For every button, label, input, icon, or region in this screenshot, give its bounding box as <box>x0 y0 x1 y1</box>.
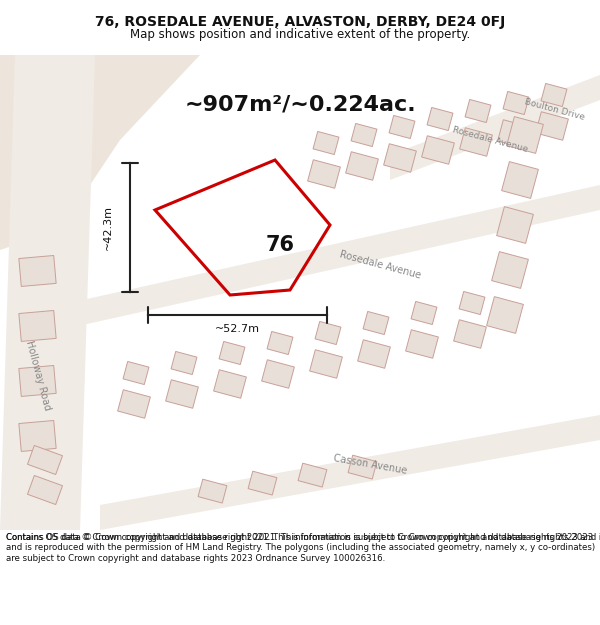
Polygon shape <box>19 311 56 341</box>
Polygon shape <box>171 351 197 374</box>
Text: ~52.7m: ~52.7m <box>215 324 260 334</box>
Polygon shape <box>308 160 340 188</box>
Polygon shape <box>389 116 415 139</box>
Polygon shape <box>506 117 544 153</box>
Polygon shape <box>497 207 533 243</box>
Polygon shape <box>0 55 95 530</box>
Polygon shape <box>310 350 343 378</box>
Polygon shape <box>313 131 339 154</box>
Polygon shape <box>411 301 437 324</box>
Polygon shape <box>536 112 568 140</box>
Polygon shape <box>19 421 56 451</box>
Polygon shape <box>100 415 600 530</box>
Polygon shape <box>262 360 295 388</box>
Polygon shape <box>406 330 439 358</box>
Text: Holloway Road: Holloway Road <box>24 339 52 411</box>
Text: Boulton Drive: Boulton Drive <box>524 98 586 122</box>
Polygon shape <box>497 120 530 148</box>
Polygon shape <box>454 320 487 348</box>
Text: Contains OS data © Crown copyright and database right 2021. This information is : Contains OS data © Crown copyright and d… <box>6 533 595 562</box>
Polygon shape <box>383 144 416 172</box>
Polygon shape <box>219 341 245 364</box>
Text: 76, ROSEDALE AVENUE, ALVASTON, DERBY, DE24 0FJ: 76, ROSEDALE AVENUE, ALVASTON, DERBY, DE… <box>95 16 505 29</box>
Polygon shape <box>363 311 389 334</box>
Polygon shape <box>422 136 454 164</box>
Polygon shape <box>358 340 391 368</box>
Polygon shape <box>28 476 62 504</box>
Polygon shape <box>214 370 247 398</box>
Polygon shape <box>267 331 293 354</box>
Text: Rosedale Avenue: Rosedale Avenue <box>451 126 529 154</box>
Polygon shape <box>460 127 493 156</box>
Polygon shape <box>541 84 567 106</box>
Polygon shape <box>503 91 529 114</box>
Polygon shape <box>465 99 491 122</box>
Polygon shape <box>123 361 149 384</box>
Polygon shape <box>60 185 600 330</box>
Polygon shape <box>198 479 227 503</box>
Polygon shape <box>390 75 600 180</box>
Polygon shape <box>19 366 56 396</box>
Text: ~42.3m: ~42.3m <box>103 205 113 250</box>
Polygon shape <box>298 463 327 487</box>
Polygon shape <box>487 297 523 333</box>
Polygon shape <box>166 380 199 408</box>
Polygon shape <box>0 55 200 250</box>
Polygon shape <box>19 256 56 286</box>
Polygon shape <box>427 107 453 131</box>
Polygon shape <box>502 162 538 198</box>
Polygon shape <box>348 455 377 479</box>
Polygon shape <box>118 390 151 418</box>
Polygon shape <box>28 446 62 474</box>
Text: 76: 76 <box>265 235 295 255</box>
Text: Map shows position and indicative extent of the property.: Map shows position and indicative extent… <box>130 28 470 41</box>
Text: ~907m²/~0.224ac.: ~907m²/~0.224ac. <box>185 95 416 115</box>
Text: Contains OS data © Crown copyright and database right 2021. This information is : Contains OS data © Crown copyright and d… <box>6 533 600 542</box>
Text: Casson Avenue: Casson Avenue <box>332 454 407 476</box>
Polygon shape <box>491 252 529 288</box>
Text: Rosedale Avenue: Rosedale Avenue <box>338 249 422 281</box>
Polygon shape <box>351 124 377 146</box>
Polygon shape <box>248 471 277 495</box>
Polygon shape <box>315 321 341 344</box>
Polygon shape <box>346 152 379 180</box>
Polygon shape <box>459 291 485 314</box>
